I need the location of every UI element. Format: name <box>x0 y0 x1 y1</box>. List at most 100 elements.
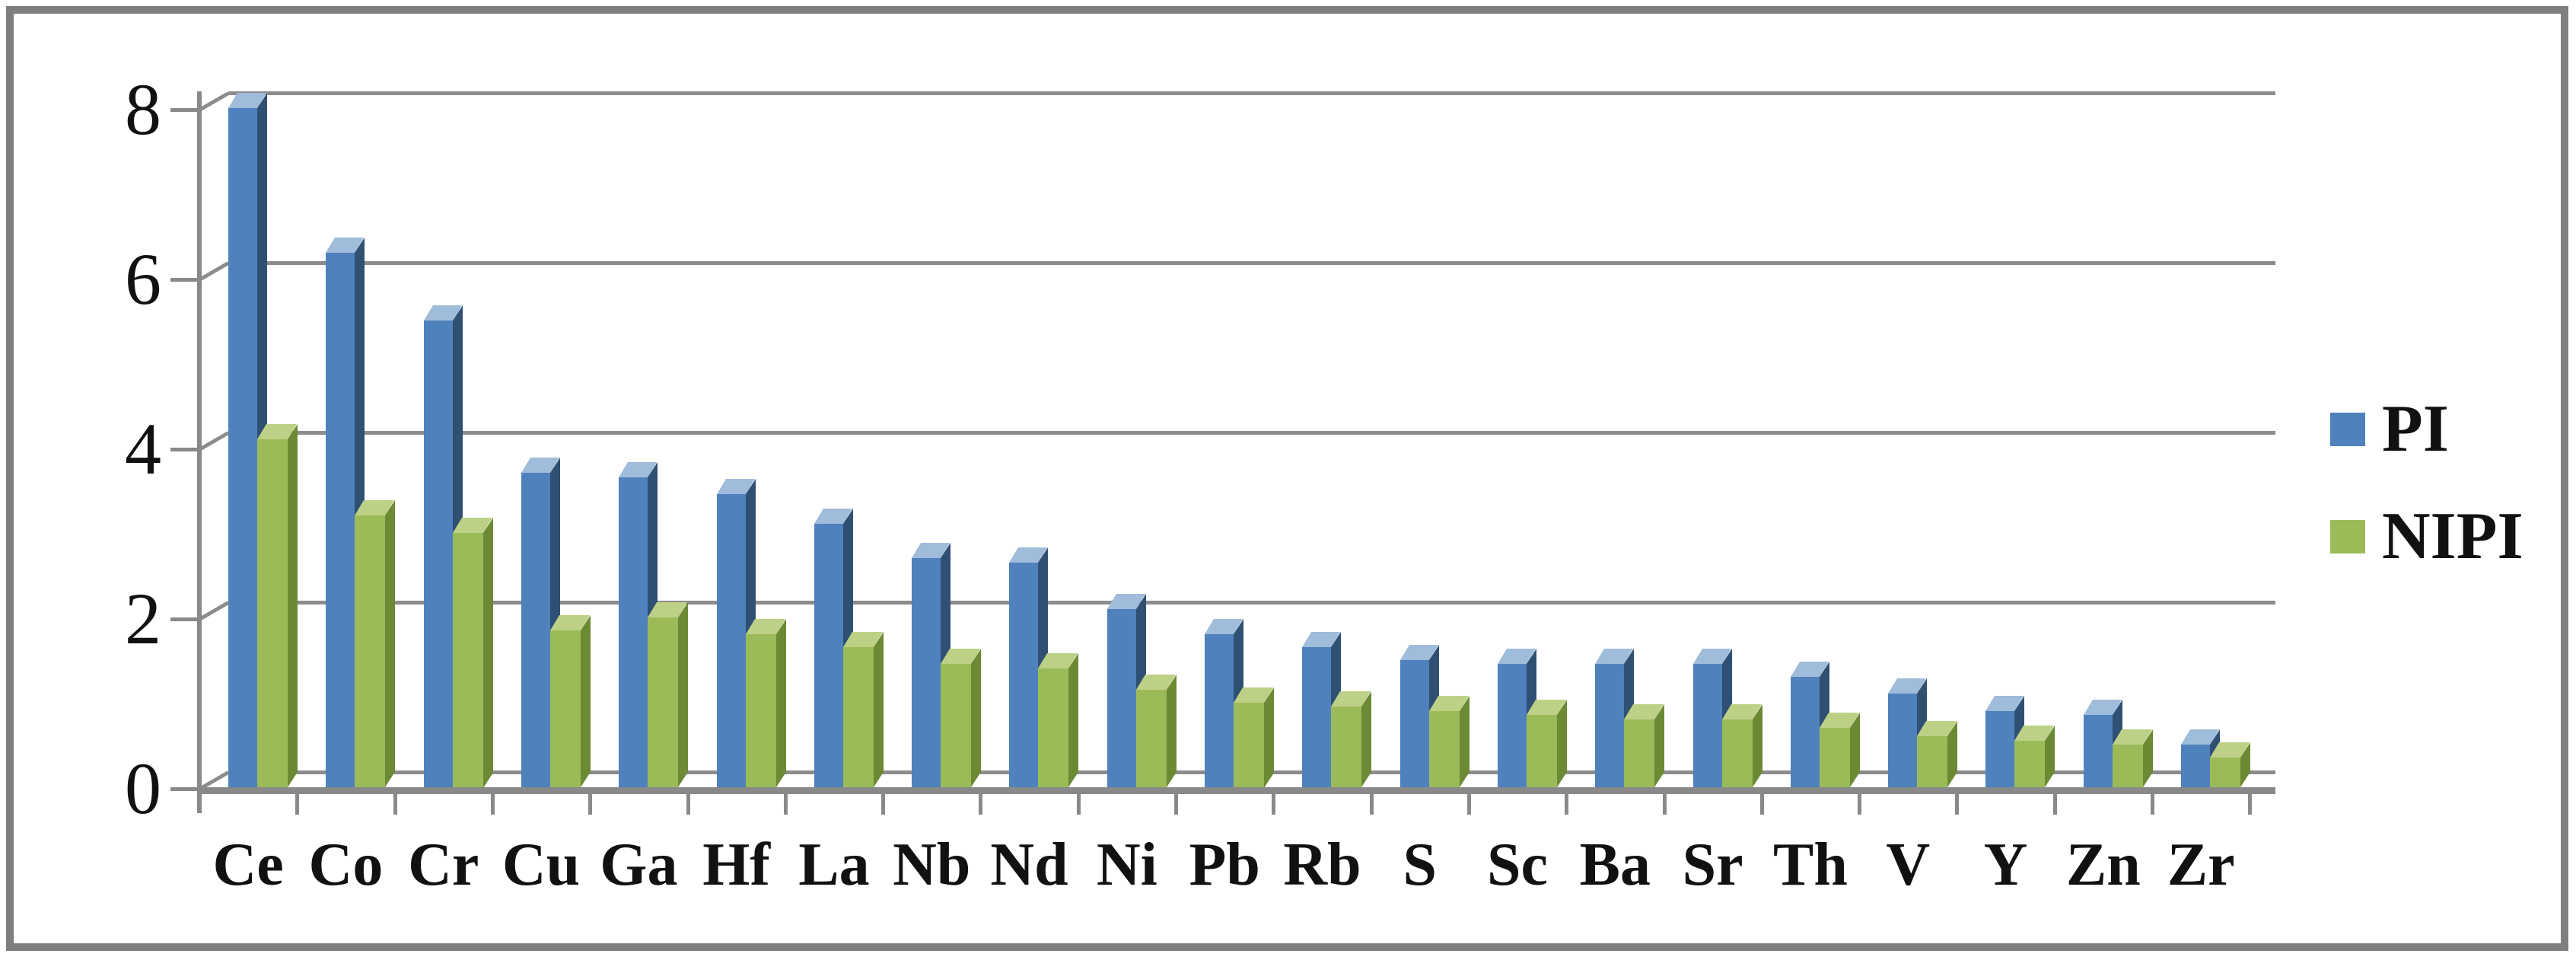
category-label-S: S <box>1403 831 1437 898</box>
bar-nipi-Cu <box>549 614 591 787</box>
bar-nipi-Ga <box>648 601 689 787</box>
x-axis-tick <box>783 794 788 815</box>
x-axis-tick <box>1174 794 1178 815</box>
y-axis-tick <box>170 787 199 791</box>
y-axis-label: 6 <box>125 238 161 320</box>
bar-nipi-Ce <box>257 423 298 787</box>
category-label-Hf: Hf <box>702 831 771 898</box>
bar-nipi-Th <box>1819 712 1860 787</box>
bar-side-face <box>1264 687 1274 787</box>
x-axis-tick <box>295 794 300 815</box>
bar-nipi-Ba <box>1624 703 1665 787</box>
bar-nipi-Pb <box>1234 687 1274 787</box>
gridline-diagonal <box>198 431 230 451</box>
bar-nipi-Rb <box>1331 691 1372 787</box>
y-axis <box>197 91 202 813</box>
bar-pi-V <box>1888 678 1928 787</box>
x-axis-tick <box>881 794 886 815</box>
bar-nipi-Zr <box>2210 742 2250 787</box>
category-label-La: La <box>798 831 870 898</box>
bar-pi-Co <box>326 237 365 787</box>
outer-frame <box>6 6 2568 951</box>
bar-pi-Sc <box>1497 649 1536 787</box>
y-axis-tick <box>170 108 199 112</box>
category-label-Co: Co <box>308 831 384 898</box>
legend-entry-pi: PI <box>2330 396 2449 463</box>
bar-nipi-V <box>1917 721 1958 787</box>
nipi-swatch-icon <box>2330 520 2365 553</box>
bar-side-face <box>873 631 884 787</box>
x-axis-tick <box>1565 794 1569 815</box>
gridline-diagonal <box>198 91 230 112</box>
x-axis-tick <box>2151 794 2154 815</box>
pi-swatch-icon <box>2330 413 2365 446</box>
x-axis-tick <box>588 794 593 815</box>
y-axis-tick <box>170 448 199 451</box>
bar-pi-Cr <box>423 305 463 787</box>
legend-entry-nipi: NIPI <box>2330 503 2523 570</box>
bar-pi-Nb <box>912 542 951 787</box>
bar-nipi-Ni <box>1135 674 1177 787</box>
bar-side-face <box>775 619 786 787</box>
category-label-Nb: Nb <box>893 831 971 898</box>
category-label-Zr: Zr <box>2167 831 2235 898</box>
category-label-Ni: Ni <box>1096 831 1157 898</box>
bar-pi-La <box>814 509 853 787</box>
bar-pi-Rb <box>1302 631 1342 787</box>
bar-side-face <box>288 423 298 787</box>
bar-side-face <box>385 500 396 787</box>
y-axis-label: 4 <box>125 408 161 490</box>
gridline-diagonal <box>198 261 230 282</box>
x-axis-tick <box>1272 794 1276 815</box>
bar-pi-Sr <box>1692 649 1732 787</box>
bar-nipi-Sr <box>1721 703 1762 787</box>
x-axis-tick <box>979 794 983 815</box>
x-axis-tick <box>1662 794 1667 815</box>
x-axis-tick <box>686 794 690 815</box>
bar-pi-Ga <box>619 461 658 787</box>
x-axis-tick <box>1955 794 1960 815</box>
category-label-V: V <box>1886 831 1931 898</box>
bar-pi-Nd <box>1009 547 1049 787</box>
x-axis-tick <box>1466 794 1471 815</box>
bar-nipi-Nd <box>1038 652 1079 787</box>
legend-label-pi: PI <box>2382 392 2449 466</box>
bar-nipi-Hf <box>745 619 786 787</box>
x-axis <box>197 787 2275 794</box>
bar-pi-Hf <box>716 479 756 787</box>
x-axis-tick <box>2248 794 2253 815</box>
bar-pi-Zn <box>2083 700 2122 787</box>
category-label-Ba: Ba <box>1579 831 1651 898</box>
y-axis-tick <box>170 278 199 282</box>
category-label-Sr: Sr <box>1682 831 1743 898</box>
bar-side-face <box>580 614 591 787</box>
category-label-Nd: Nd <box>990 831 1068 898</box>
category-label-Pb: Pb <box>1189 831 1260 898</box>
gridline <box>228 261 2275 265</box>
bar-pi-Ba <box>1595 649 1635 787</box>
x-axis-tick <box>1759 794 1764 815</box>
category-label-Th: Th <box>1773 831 1848 898</box>
bar-pi-Th <box>1790 662 1829 787</box>
y-axis-tick <box>170 617 199 621</box>
category-label-Sc: Sc <box>1487 831 1549 898</box>
x-axis-tick <box>490 794 495 815</box>
category-label-Cr: Cr <box>408 831 479 898</box>
category-label-Ce: Ce <box>212 831 284 898</box>
bar-nipi-Sc <box>1526 700 1567 787</box>
bar-nipi-Y <box>2014 725 2055 787</box>
bar-side-face <box>678 601 689 787</box>
y-axis-label: 0 <box>125 748 161 829</box>
bar-nipi-Zn <box>2112 729 2153 787</box>
bar-side-face <box>1459 695 1469 787</box>
y-axis-label: 8 <box>125 69 161 150</box>
bar-pi-Pb <box>1205 619 1243 787</box>
bar-side-face <box>1654 703 1665 787</box>
x-axis-tick <box>1858 794 1862 815</box>
bar-nipi-La <box>842 631 884 787</box>
bar-pi-Y <box>1985 695 2025 787</box>
bar-side-face <box>971 649 982 787</box>
category-label-Zn: Zn <box>2065 831 2141 898</box>
